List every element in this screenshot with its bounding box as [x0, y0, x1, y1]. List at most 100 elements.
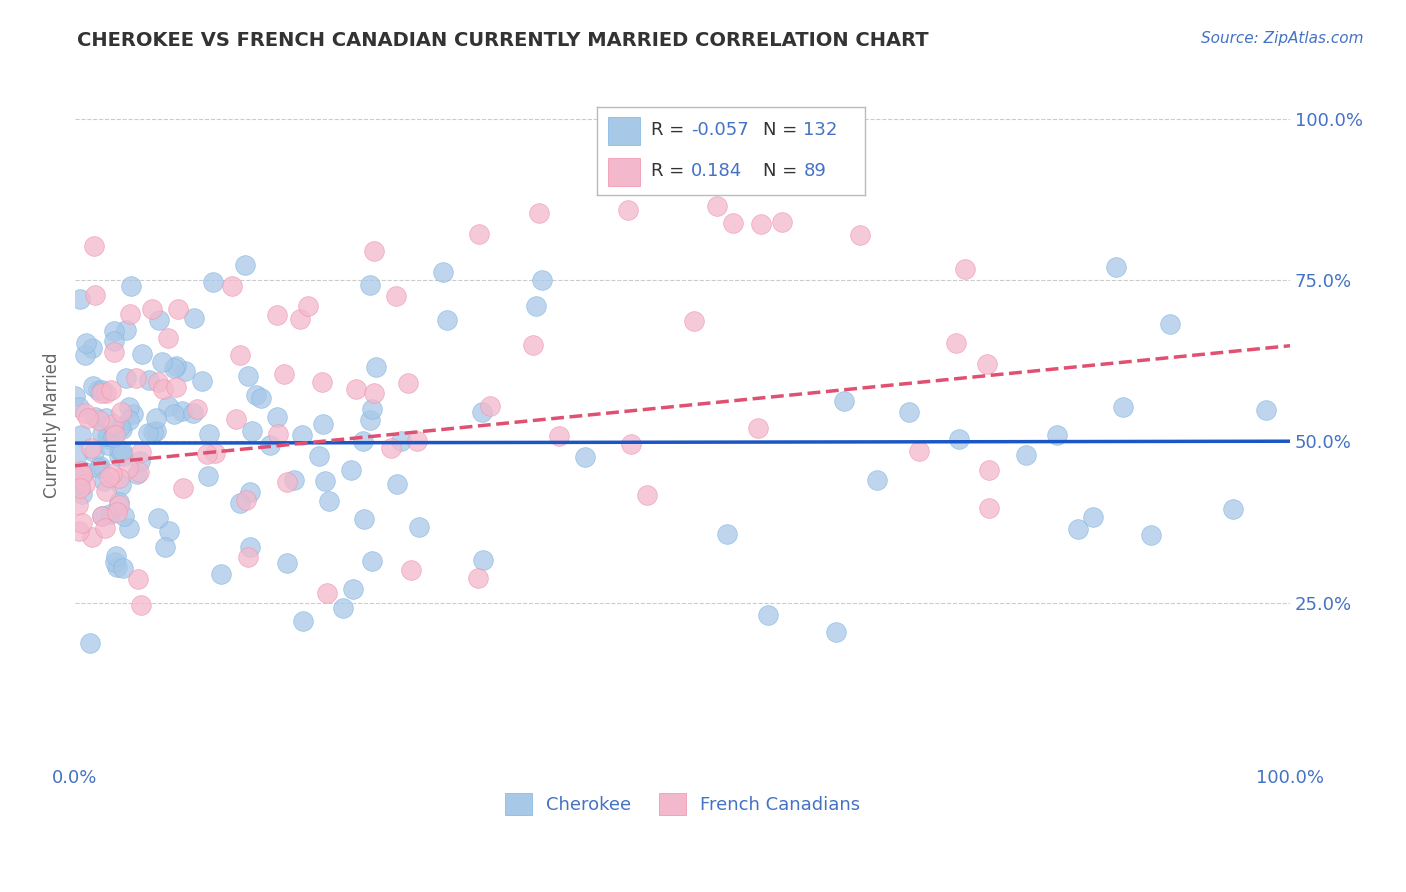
Point	[636, 487, 658, 501]
Point	[245, 388, 267, 402]
Point	[907, 444, 929, 458]
Point	[186, 401, 208, 416]
Point	[128, 572, 150, 586]
Point	[170, 403, 193, 417]
Point	[683, 314, 706, 328]
Point	[145, 411, 167, 425]
Point	[66, 448, 89, 462]
Point	[70, 467, 93, 481]
Point	[897, 405, 920, 419]
Point	[91, 383, 114, 397]
Point	[118, 400, 141, 414]
Point	[233, 258, 256, 272]
Point	[979, 463, 1001, 477]
Point	[67, 524, 90, 539]
Point	[100, 467, 122, 481]
Point	[948, 433, 970, 447]
Point	[235, 493, 257, 508]
Point	[75, 335, 97, 350]
Point	[1105, 260, 1128, 274]
Point	[108, 449, 131, 463]
Point	[1222, 502, 1244, 516]
Point	[195, 447, 218, 461]
Point	[90, 386, 112, 401]
Point	[165, 380, 187, 394]
Point	[80, 530, 103, 544]
Point	[1015, 448, 1038, 462]
Point	[229, 348, 252, 362]
Point	[236, 369, 259, 384]
Point	[479, 400, 502, 414]
Point	[69, 428, 91, 442]
Point	[141, 302, 163, 317]
Point	[101, 430, 124, 444]
Point	[110, 420, 132, 434]
Point	[250, 391, 273, 405]
Point	[198, 426, 221, 441]
Point	[166, 302, 188, 317]
Point	[352, 434, 374, 449]
Point	[361, 554, 384, 568]
Point	[83, 445, 105, 459]
Point	[524, 299, 547, 313]
Point	[288, 311, 311, 326]
Point	[93, 474, 115, 488]
Point	[522, 337, 544, 351]
Point	[364, 360, 387, 375]
Point	[197, 469, 219, 483]
Point	[292, 614, 315, 628]
Point	[471, 405, 494, 419]
Point	[152, 382, 174, 396]
Point	[266, 410, 288, 425]
Point	[756, 607, 779, 622]
Point	[311, 375, 333, 389]
Point	[157, 524, 180, 538]
Point	[94, 521, 117, 535]
Point	[69, 481, 91, 495]
Point	[955, 262, 977, 277]
Point	[977, 501, 1000, 516]
Point	[98, 432, 121, 446]
Point	[266, 308, 288, 322]
Point	[111, 422, 134, 436]
Point	[69, 463, 91, 477]
Point	[405, 434, 427, 448]
Point	[145, 424, 167, 438]
Point	[108, 494, 131, 508]
Point	[103, 325, 125, 339]
Point	[832, 394, 855, 409]
Point	[259, 438, 281, 452]
Text: CHEROKEE VS FRENCH CANADIAN CURRENTLY MARRIED CORRELATION CHART: CHEROKEE VS FRENCH CANADIAN CURRENTLY MA…	[77, 31, 929, 50]
Point	[70, 516, 93, 531]
Point	[209, 566, 232, 581]
Point	[79, 441, 101, 455]
Point	[108, 444, 131, 458]
Point	[131, 347, 153, 361]
Point	[148, 313, 170, 327]
Point	[471, 553, 494, 567]
Point	[142, 425, 165, 439]
Point	[1081, 510, 1104, 524]
Point	[117, 461, 139, 475]
Point	[75, 348, 97, 362]
Point	[363, 385, 385, 400]
Point	[183, 406, 205, 420]
Point	[360, 402, 382, 417]
Point	[1254, 402, 1277, 417]
Point	[89, 413, 111, 427]
Point	[408, 520, 430, 534]
Point	[112, 508, 135, 523]
Point	[124, 370, 146, 384]
Point	[1112, 400, 1135, 414]
Point	[87, 460, 110, 475]
Point	[432, 265, 454, 279]
Point	[138, 374, 160, 388]
Point	[749, 218, 772, 232]
Point	[138, 425, 160, 440]
Point	[359, 412, 381, 426]
Point	[436, 312, 458, 326]
Point	[174, 364, 197, 378]
Point	[239, 541, 262, 555]
Point	[150, 355, 173, 369]
Point	[221, 278, 243, 293]
